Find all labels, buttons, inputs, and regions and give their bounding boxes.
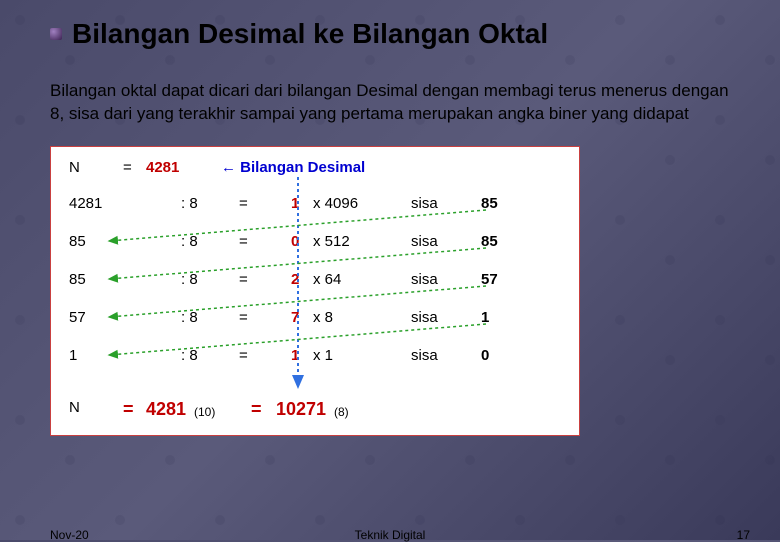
description-text: Bilangan oktal dapat dicari dari bilanga… [0, 50, 780, 136]
title-bullet-icon [50, 28, 62, 40]
page-title: Bilangan Desimal ke Bilangan Oktal [72, 18, 548, 50]
arrows-overlay [51, 147, 581, 437]
conversion-figure: N = 4281 ← Bilangan Desimal 4281: 8=1x 4… [50, 146, 580, 436]
